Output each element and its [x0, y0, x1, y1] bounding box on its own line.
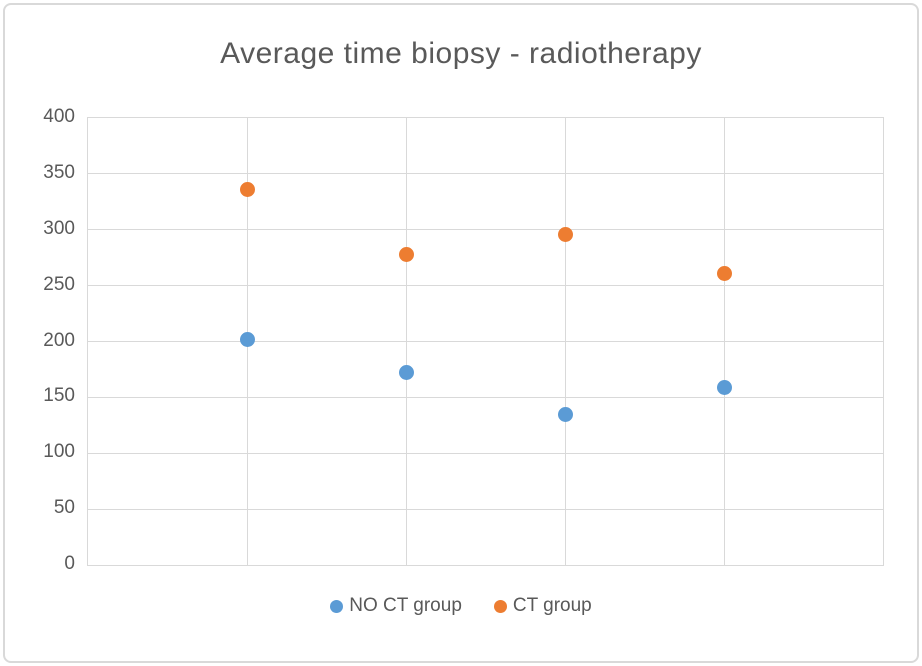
- gridline-horizontal: [88, 285, 883, 287]
- y-axis-tick-label: 50: [53, 497, 75, 519]
- legend: NO CT group CT group: [0, 595, 922, 617]
- data-point: [716, 379, 732, 395]
- gridline-horizontal: [88, 396, 883, 398]
- gridline-horizontal: [88, 452, 883, 454]
- gridline-vertical: [564, 118, 566, 565]
- y-axis-tick-label: 150: [43, 385, 75, 407]
- legend-item: NO CT group: [330, 595, 462, 617]
- gridline-horizontal: [88, 229, 883, 231]
- data-point: [557, 406, 573, 422]
- legend-swatch: [330, 599, 344, 613]
- y-axis-tick-label: 0: [64, 553, 75, 574]
- y-axis-tick-label: 300: [43, 217, 75, 239]
- legend-swatch: [493, 599, 507, 613]
- legend-item: CT group: [493, 595, 592, 617]
- data-point: [239, 331, 255, 347]
- gridline-vertical: [723, 118, 725, 565]
- y-axis-tick-label: 350: [43, 161, 75, 183]
- gridline-horizontal: [88, 341, 883, 342]
- data-point: [239, 182, 255, 198]
- y-axis-labels: 0 50 100 150 200 250 300 350 400: [0, 106, 75, 574]
- data-point: [716, 265, 732, 281]
- y-axis-tick-label: 100: [43, 441, 75, 463]
- chart-title: Average time biopsy - radiotherapy: [220, 37, 702, 70]
- data-point: [557, 226, 573, 242]
- gridline-horizontal: [88, 508, 883, 510]
- legend-label: NO CT group: [349, 595, 462, 616]
- gridline-vertical: [405, 118, 407, 565]
- y-axis-tick-label: 250: [43, 273, 75, 295]
- y-axis-tick-label: 200: [43, 329, 75, 351]
- data-point: [398, 246, 414, 262]
- chart-frame: [3, 3, 919, 663]
- gridline-horizontal: [88, 173, 883, 175]
- legend-label: CT group: [512, 595, 592, 616]
- y-axis-tick-label: 400: [43, 106, 75, 127]
- plot-area: [87, 117, 884, 566]
- data-point: [398, 365, 414, 381]
